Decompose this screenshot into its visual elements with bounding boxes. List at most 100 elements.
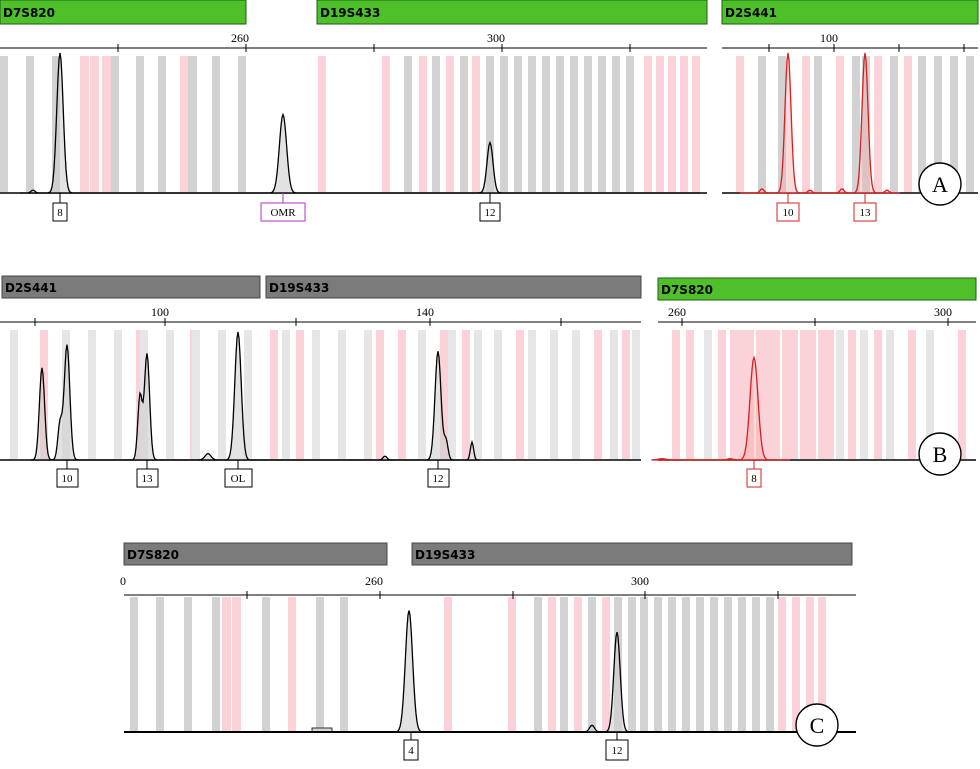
marker-bar-a-d7s820 xyxy=(0,0,247,25)
allele-label-b-10: 10 xyxy=(62,473,74,485)
bin-stripe xyxy=(364,330,372,459)
bin-stripe xyxy=(738,330,746,459)
trace-c xyxy=(390,610,640,733)
allele-box-c-12 xyxy=(605,739,629,761)
bin-stripe xyxy=(756,330,764,459)
bin-stripe xyxy=(904,56,912,192)
bin-stripe xyxy=(270,330,278,459)
marker-bar-c-d7s820 xyxy=(123,542,388,566)
tick-label-b-100: 100 xyxy=(151,305,169,319)
bin-stripe xyxy=(136,56,144,192)
panel-letter-circle-b xyxy=(918,432,962,476)
bin-stripe xyxy=(696,597,704,731)
allele-box-a-10 xyxy=(776,202,800,222)
bin-stripe xyxy=(908,330,916,459)
bin-stripe xyxy=(778,597,786,731)
bin-stripes-b-right xyxy=(672,330,966,459)
bin-stripe xyxy=(572,330,580,459)
allele-label-a-13: 13 xyxy=(860,207,872,219)
bin-stripe xyxy=(222,597,231,731)
bin-stripe xyxy=(588,597,596,731)
bin-stripe xyxy=(494,330,502,459)
bin-stripes-b-left xyxy=(10,330,640,459)
bin-stripe xyxy=(296,330,304,459)
bin-stripe xyxy=(772,330,780,459)
bin-stripe xyxy=(806,597,814,731)
allele-box-c-4 xyxy=(403,739,419,761)
marker-label-a-d7s820: D7S820 xyxy=(3,6,55,20)
bin-stripe xyxy=(730,330,738,459)
bin-stripe xyxy=(890,56,898,192)
bin-stripe xyxy=(282,330,290,459)
marker-bar-c-d19s433 xyxy=(411,542,853,566)
bin-stripe xyxy=(640,597,648,731)
bin-stripe xyxy=(718,330,726,459)
bin-stripe xyxy=(818,330,826,459)
marker-bar-b-d19s433 xyxy=(265,275,642,299)
allele-label-b-12: 12 xyxy=(433,473,444,485)
bin-stripe xyxy=(238,56,246,192)
allele-box-b-13 xyxy=(136,468,159,488)
bin-stripe xyxy=(312,330,320,459)
bin-stripe xyxy=(752,597,760,731)
bin-stripe xyxy=(836,330,844,459)
allele-box-a-omr xyxy=(260,202,306,222)
bin-stripe xyxy=(114,330,122,459)
bin-stripe xyxy=(782,330,790,459)
bin-stripe xyxy=(474,330,482,459)
bin-stripe xyxy=(288,597,296,731)
bin-stripe xyxy=(766,597,774,731)
panel-b: D2S441 D19S433 100 140 10 13 OL xyxy=(0,275,977,488)
bin-stripe xyxy=(398,330,406,459)
bin-stripe xyxy=(668,56,676,192)
bin-stripe xyxy=(736,56,744,192)
panel-a: D7S820 D19S433 260 300 8 OMR 12 xyxy=(0,0,979,222)
bin-stripe xyxy=(790,330,798,459)
bin-stripe xyxy=(826,330,834,459)
allele-label-b-ol: OL xyxy=(231,473,246,485)
bin-stripe xyxy=(448,330,456,459)
bin-stripe xyxy=(184,597,192,731)
allele-box-b-12 xyxy=(427,468,450,488)
bin-stripe xyxy=(852,56,860,192)
marker-label-b-d2s441: D2S441 xyxy=(5,281,57,295)
bin-stripe xyxy=(800,330,808,459)
allele-label-a-10: 10 xyxy=(783,207,795,219)
bin-stripe xyxy=(686,330,694,459)
bin-stripe xyxy=(668,597,676,731)
bin-stripe xyxy=(886,330,894,459)
bin-stripe xyxy=(818,597,826,731)
bin-stripe xyxy=(460,56,468,192)
bin-stripe xyxy=(376,330,384,459)
panel-letter-circle-a xyxy=(918,162,962,206)
bin-stripe xyxy=(672,330,680,459)
allele-label-b-8: 8 xyxy=(751,473,757,485)
bin-stripe xyxy=(860,330,868,459)
bin-stripe xyxy=(626,56,634,192)
bin-stripe xyxy=(682,597,690,731)
marker-bar-a-d2s441 xyxy=(721,0,979,25)
bin-stripe xyxy=(486,56,494,192)
bin-stripe xyxy=(926,330,934,459)
bin-stripe xyxy=(26,56,34,192)
allele-box-b-ol xyxy=(224,468,253,488)
bin-stripe xyxy=(966,56,974,192)
bin-stripe xyxy=(462,330,470,459)
bin-stripe xyxy=(560,597,568,731)
tick-label-a-100: 100 xyxy=(820,31,838,45)
panel-letter-a: A xyxy=(932,172,948,197)
tick-label-c-300: 300 xyxy=(631,574,649,588)
marker-label-b-d7s820: D7S820 xyxy=(661,283,713,297)
allele-label-c-12: 12 xyxy=(612,745,623,757)
bin-stripe xyxy=(778,56,786,192)
bin-stripe xyxy=(10,330,18,459)
allele-box-a-8 xyxy=(52,202,68,222)
marker-label-a-d19s433: D19S433 xyxy=(320,6,380,20)
panel-letter-c: C xyxy=(810,713,825,738)
bin-stripe xyxy=(958,330,966,459)
trace-b-left xyxy=(30,331,480,461)
bin-stripe xyxy=(556,56,564,192)
marker-bar-a-d19s433 xyxy=(316,0,708,25)
